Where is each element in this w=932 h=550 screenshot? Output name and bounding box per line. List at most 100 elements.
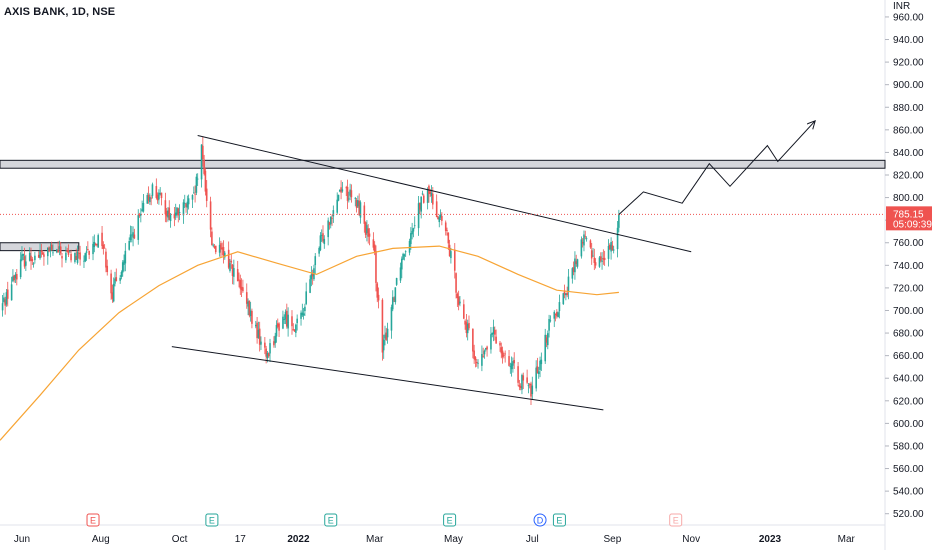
candle-body bbox=[146, 195, 149, 204]
candle-body bbox=[572, 267, 575, 272]
resistance-zone[interactable] bbox=[0, 159, 886, 169]
candle-body bbox=[218, 244, 221, 253]
candle-body bbox=[21, 254, 23, 260]
candle-body bbox=[575, 261, 578, 265]
candle-body bbox=[367, 228, 370, 237]
candle-body bbox=[332, 210, 335, 217]
upper-trendline[interactable] bbox=[197, 134, 692, 253]
candle-body bbox=[6, 289, 9, 299]
candle-body bbox=[61, 256, 63, 259]
candle-body bbox=[236, 269, 239, 282]
candle-body bbox=[87, 249, 89, 251]
candle-body bbox=[420, 196, 422, 212]
price-axis-panel[interactable] bbox=[885, 0, 932, 550]
time-tick-label: Jun bbox=[14, 534, 30, 545]
candle-body bbox=[368, 233, 371, 237]
dividend-marker[interactable] bbox=[533, 513, 547, 527]
candle-body bbox=[348, 198, 350, 200]
candle-body bbox=[173, 213, 176, 219]
price-tick-label: 600.00 bbox=[893, 419, 924, 430]
candle-body bbox=[548, 318, 550, 331]
price-tick-label: 920.00 bbox=[893, 58, 924, 69]
candle-body bbox=[205, 188, 208, 201]
candle-body bbox=[457, 296, 460, 305]
candle-body bbox=[114, 278, 116, 284]
candle-body bbox=[4, 299, 6, 306]
earnings-marker[interactable] bbox=[443, 513, 457, 527]
candle-body bbox=[412, 228, 415, 232]
candle-body bbox=[195, 176, 198, 193]
candle-body bbox=[320, 234, 323, 236]
candle-body bbox=[275, 324, 278, 337]
earnings-marker[interactable] bbox=[324, 513, 338, 527]
candle-body bbox=[256, 322, 258, 339]
candle-body bbox=[364, 222, 367, 235]
candle-body bbox=[59, 246, 62, 254]
price-tick-label: 640.00 bbox=[893, 374, 924, 385]
earnings-marker[interactable] bbox=[669, 513, 683, 527]
candle-body bbox=[5, 292, 8, 305]
projection-path[interactable] bbox=[618, 121, 815, 215]
candle-body bbox=[295, 324, 297, 333]
candle-body bbox=[3, 297, 5, 302]
moving-average-line bbox=[0, 245, 619, 441]
candle-body bbox=[336, 199, 339, 213]
candle-body bbox=[554, 313, 557, 316]
price-tick-label: 520.00 bbox=[893, 509, 924, 520]
candle-body bbox=[309, 279, 311, 293]
candle-body bbox=[618, 214, 620, 228]
lower-trendline[interactable] bbox=[171, 346, 604, 411]
candle-body bbox=[484, 348, 487, 350]
candle-body bbox=[39, 251, 41, 259]
candle-body bbox=[355, 200, 358, 208]
time-tick-label: Sep bbox=[603, 534, 621, 545]
support-box-left[interactable] bbox=[0, 242, 80, 252]
candle-body bbox=[395, 277, 398, 285]
earnings-marker[interactable] bbox=[552, 513, 566, 527]
candle-body bbox=[32, 263, 35, 265]
candle-body bbox=[50, 244, 53, 250]
candle-body bbox=[599, 256, 602, 261]
candle-body bbox=[377, 294, 380, 301]
earnings-marker[interactable] bbox=[86, 513, 100, 527]
event-marker-label: E bbox=[209, 516, 215, 526]
candle-body bbox=[391, 297, 394, 310]
candle-body bbox=[200, 144, 203, 180]
candle-body bbox=[589, 240, 592, 248]
earnings-marker[interactable] bbox=[205, 513, 219, 527]
candle-body bbox=[287, 314, 289, 329]
candle-body bbox=[165, 210, 168, 217]
candle-body bbox=[151, 184, 154, 196]
candle-body bbox=[327, 220, 329, 238]
candle-body bbox=[341, 189, 344, 192]
candle-body bbox=[102, 244, 105, 249]
candle-body bbox=[12, 276, 14, 282]
candle-body bbox=[594, 262, 597, 266]
last-price-badge[interactable] bbox=[886, 206, 932, 231]
candle-body bbox=[240, 286, 243, 291]
candle-body bbox=[192, 192, 195, 194]
candle-body bbox=[350, 190, 353, 198]
candle-body bbox=[519, 386, 522, 388]
candle-body bbox=[74, 252, 76, 262]
candle-body bbox=[359, 202, 362, 218]
candle-body bbox=[386, 328, 389, 338]
last-price-label: 785.15 bbox=[893, 209, 924, 220]
candle-body bbox=[468, 322, 470, 329]
candle-body bbox=[129, 234, 132, 241]
candle-body bbox=[132, 232, 134, 238]
time-tick-label: Mar bbox=[838, 534, 856, 545]
countdown-label: 05:09:39 bbox=[893, 219, 932, 230]
price-tick-label: 800.00 bbox=[893, 193, 924, 204]
candle-body bbox=[264, 342, 266, 348]
candle-body bbox=[19, 259, 22, 278]
candle-body bbox=[448, 244, 451, 257]
candle-body bbox=[96, 244, 98, 246]
candle-body bbox=[194, 193, 196, 195]
candle-body bbox=[499, 342, 501, 346]
candle-body bbox=[354, 197, 357, 199]
candle-body bbox=[28, 252, 31, 261]
event-marker-label: E bbox=[447, 516, 453, 526]
